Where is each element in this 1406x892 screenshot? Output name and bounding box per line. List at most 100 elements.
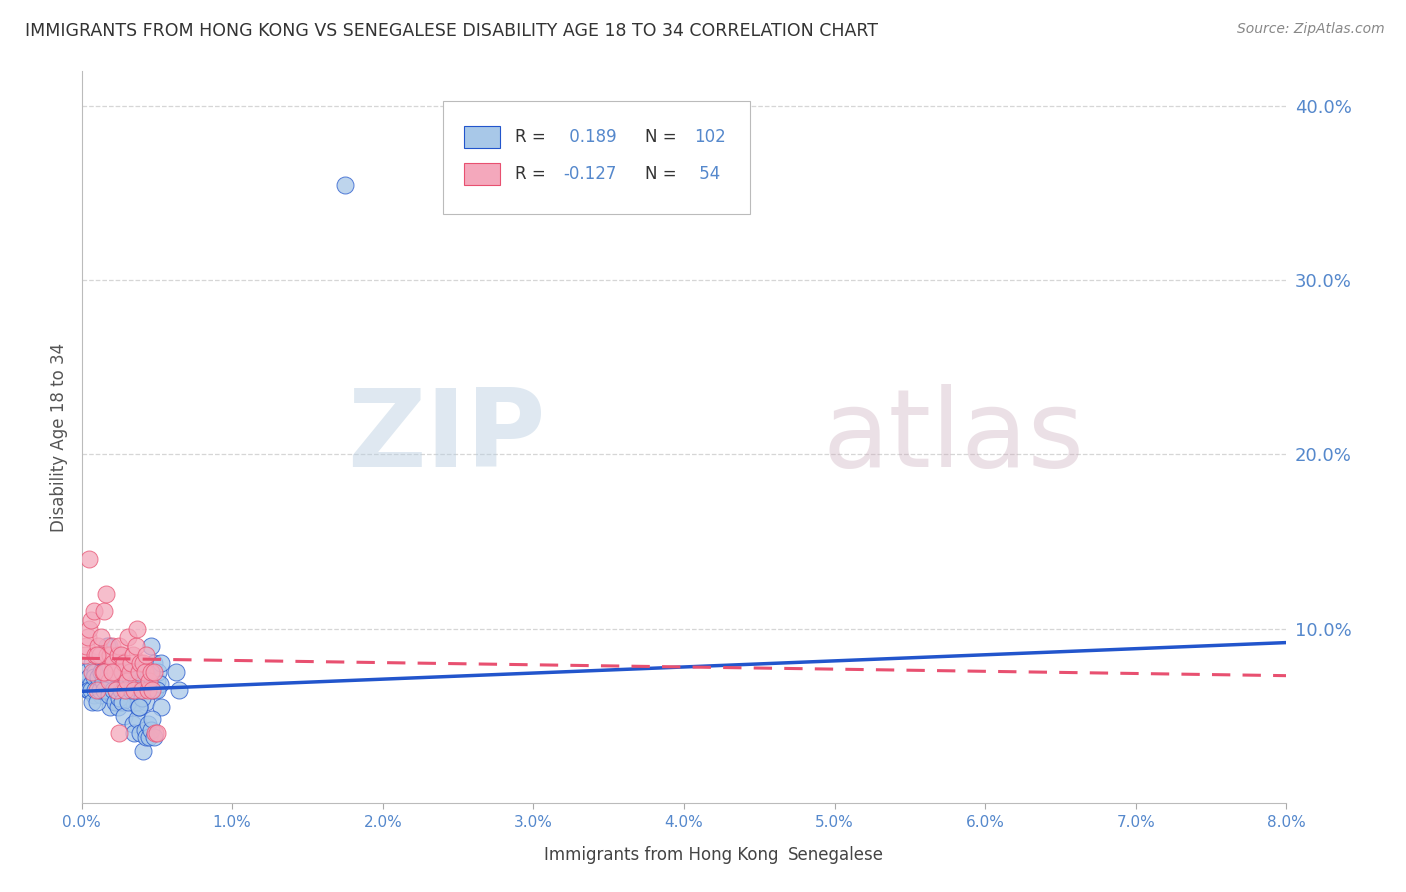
Point [169, 682, 191, 697]
Point [90, 631, 112, 645]
Bar [464, 162, 499, 185]
Text: N =: N = [645, 165, 682, 183]
Point [127, 712, 149, 726]
Point [117, 695, 139, 709]
Point [87, 639, 110, 653]
Point [131, 682, 153, 697]
Point [141, 682, 163, 697]
Point [94, 682, 117, 697]
Point [128, 700, 150, 714]
Point [79, 677, 101, 691]
Point [135, 730, 157, 744]
Point [93, 665, 115, 680]
Point [146, 726, 169, 740]
Point [132, 665, 155, 680]
Point [97, 639, 120, 653]
Point [93, 673, 115, 688]
Text: R =: R = [516, 165, 551, 183]
Point [89, 670, 111, 684]
Point [118, 665, 141, 680]
Point [134, 682, 156, 697]
Point [143, 726, 166, 740]
Point [75, 639, 97, 653]
Point [83, 688, 105, 702]
Point [91, 665, 114, 680]
Point [148, 665, 170, 680]
Point [117, 631, 139, 645]
Point [110, 682, 132, 697]
Point [89, 682, 111, 697]
Point [114, 677, 136, 691]
Point [90, 688, 112, 702]
Point [84, 665, 107, 680]
Point [105, 682, 128, 697]
Point [108, 691, 131, 706]
Point [86, 695, 108, 709]
Point [142, 665, 165, 680]
Point [105, 682, 128, 697]
Point [93, 682, 115, 697]
Point [125, 682, 148, 697]
Point [125, 677, 148, 691]
Point [136, 682, 159, 697]
Point [93, 604, 115, 618]
Point [97, 673, 120, 688]
FancyBboxPatch shape [443, 101, 751, 214]
Point [129, 726, 152, 740]
Point [77, 682, 100, 697]
Point [80, 657, 103, 671]
Point [111, 665, 134, 680]
Point [101, 660, 124, 674]
Point [97, 688, 120, 702]
Point [76, 631, 98, 645]
Point [114, 673, 136, 688]
Y-axis label: Disability Age 18 to 34: Disability Age 18 to 34 [49, 343, 67, 532]
Point [143, 682, 166, 697]
Point [104, 682, 127, 697]
Point [127, 695, 149, 709]
Point [75, 665, 97, 680]
Point [129, 657, 152, 671]
Point [80, 665, 103, 680]
Point [98, 700, 121, 714]
Point [77, 552, 100, 566]
Text: Immigrants from Hong Kong: Immigrants from Hong Kong [544, 847, 779, 864]
Point [104, 665, 127, 680]
Bar [754, 846, 780, 866]
Point [87, 670, 110, 684]
Point [146, 682, 169, 697]
Point [136, 670, 159, 684]
Text: R =: R = [516, 128, 551, 146]
Point [122, 682, 145, 697]
Point [118, 670, 141, 684]
Point [98, 660, 121, 674]
Point [115, 682, 138, 697]
Point [101, 682, 124, 697]
Point [138, 673, 160, 688]
Point [118, 682, 141, 697]
Point [139, 639, 162, 653]
Text: Senegalese: Senegalese [787, 847, 883, 864]
Point [138, 673, 160, 688]
Point [80, 695, 103, 709]
Point [110, 648, 132, 662]
Point [94, 665, 117, 680]
Point [112, 682, 135, 697]
Point [112, 708, 135, 723]
Point [150, 657, 173, 671]
Point [76, 682, 98, 697]
Point [120, 670, 142, 684]
Point [122, 726, 145, 740]
Point [134, 665, 156, 680]
Point [115, 665, 138, 680]
Point [121, 717, 143, 731]
Point [135, 648, 157, 662]
Point [87, 682, 110, 697]
Point [112, 657, 135, 671]
Text: 54: 54 [693, 165, 720, 183]
Point [73, 648, 96, 662]
Point [86, 648, 108, 662]
Point [127, 622, 149, 636]
Point [132, 743, 155, 757]
Point [110, 682, 132, 697]
